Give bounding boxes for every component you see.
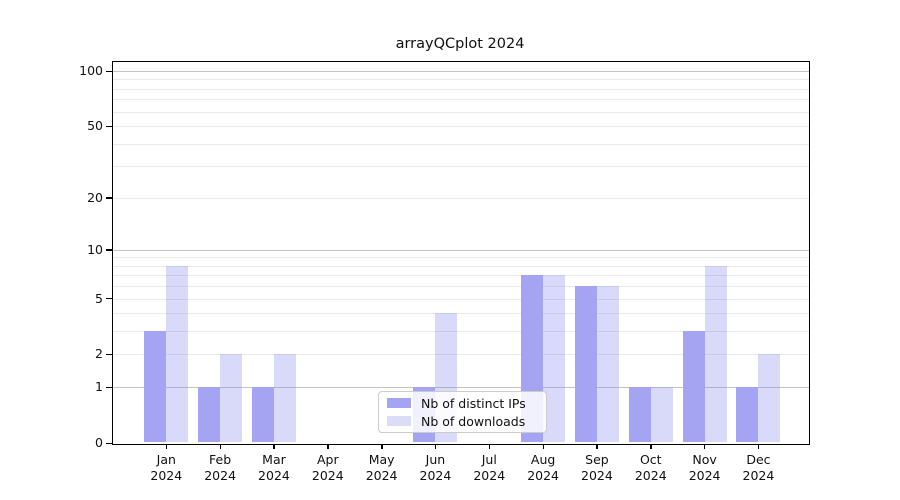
- plot-area: [112, 61, 810, 445]
- y-tick-mark: [106, 298, 112, 300]
- y-tick-label-0: 0: [95, 435, 103, 450]
- gridline-minor: [113, 88, 809, 90]
- bar-distinct-ips-dec: [736, 387, 759, 442]
- bar-distinct-ips-mar: [251, 387, 274, 442]
- x-tick-mark: [327, 444, 329, 449]
- x-tick-label-dec: Dec 2024: [742, 452, 775, 484]
- gridline-minor: [113, 257, 809, 259]
- y-tick-label-100: 100: [79, 63, 103, 79]
- bar-distinct-ips-jan: [144, 331, 167, 442]
- gridline-major: [113, 71, 809, 73]
- y-tick-mark: [106, 442, 112, 444]
- chart-title: arrayQCplot 2024: [395, 36, 525, 52]
- bar-downloads-oct: [650, 387, 673, 442]
- gridline-minor: [113, 265, 809, 267]
- bar-downloads-aug: [543, 275, 566, 442]
- x-tick-mark: [165, 444, 168, 449]
- y-tick-label-50: 50: [87, 118, 103, 134]
- x-tick-mark: [434, 444, 437, 449]
- x-tick-label-oct: Oct 2024: [634, 452, 667, 484]
- y-tick-mark: [106, 386, 112, 389]
- legend-label-distinct-ips: Nb of distinct IPs: [421, 395, 526, 411]
- gridline-minor: [113, 166, 809, 168]
- grid-layer: [113, 62, 809, 444]
- x-tick-mark: [219, 444, 222, 449]
- y-tick-mark: [106, 70, 112, 72]
- gridline-minor: [113, 143, 809, 145]
- bar-downloads-dec: [758, 354, 781, 442]
- gridline-minor: [113, 354, 809, 356]
- x-tick-label-sep: Sep 2024: [581, 452, 613, 484]
- legend-label-downloads: Nb of downloads: [421, 413, 526, 429]
- x-tick-label-apr: Apr 2024: [311, 452, 344, 484]
- x-tick-label-aug: Aug 2024: [527, 452, 560, 484]
- x-tick-mark: [273, 444, 275, 449]
- bar-downloads-mar: [273, 354, 296, 442]
- y-tick-label-1: 1: [95, 379, 103, 395]
- bar-distinct-ips-sep: [574, 286, 597, 442]
- x-tick-mark: [542, 444, 544, 449]
- x-tick-mark: [650, 444, 652, 449]
- bar-downloads-feb: [220, 354, 243, 442]
- gridline-minor: [113, 286, 809, 288]
- x-tick-mark: [596, 444, 598, 449]
- gridline-minor: [113, 331, 809, 333]
- x-tick-label-nov: Nov 2024: [688, 452, 721, 484]
- x-tick-mark: [488, 444, 491, 449]
- legend-swatch-downloads: [387, 416, 411, 426]
- gridline-major: [113, 387, 809, 389]
- y-tick-mark: [106, 125, 112, 127]
- gridline-minor: [113, 99, 809, 101]
- x-tick-label-mar: Mar 2024: [258, 452, 290, 484]
- gridline-minor: [113, 111, 809, 113]
- gridline-minor: [113, 126, 809, 128]
- gridline-minor: [113, 197, 809, 199]
- bar-downloads-nov: [704, 265, 727, 442]
- x-tick-label-jul: Jul 2024: [473, 452, 506, 484]
- y-tick-label-10: 10: [87, 241, 103, 257]
- gridline-minor: [113, 79, 809, 81]
- x-tick-label-feb: Feb 2024: [204, 452, 237, 484]
- bar-downloads-sep: [596, 286, 619, 442]
- y-tick-label-5: 5: [95, 290, 103, 306]
- bars-layer: [113, 62, 809, 444]
- bar-downloads-jan: [166, 265, 189, 442]
- x-tick-mark: [381, 444, 383, 449]
- x-tick-mark: [757, 444, 760, 449]
- bar-distinct-ips-feb: [198, 387, 221, 442]
- x-tick-label-jun: Jun 2024: [419, 452, 452, 484]
- bar-distinct-ips-nov: [682, 331, 705, 442]
- bar-distinct-ips-oct: [628, 387, 651, 442]
- gridline-minor: [113, 275, 809, 277]
- x-tick-label-may: May 2024: [365, 452, 398, 484]
- legend-swatch-distinct-ips: [387, 398, 411, 408]
- gridline-major: [113, 249, 809, 251]
- legend-item-downloads: Nb of downloads: [387, 414, 538, 429]
- y-tick-label-20: 20: [87, 189, 103, 205]
- gridline-minor: [113, 298, 809, 300]
- x-tick-label-jan: Jan 2024: [150, 452, 183, 484]
- legend: Nb of distinct IPs Nb of downloads: [378, 391, 547, 433]
- x-tick-mark: [704, 444, 706, 449]
- y-tick-mark: [106, 197, 112, 199]
- y-tick-mark: [106, 353, 112, 356]
- gridline-minor: [113, 313, 809, 315]
- y-tick-mark: [106, 249, 112, 251]
- legend-item-distinct-ips: Nb of distinct IPs: [387, 396, 538, 411]
- y-tick-label-2: 2: [95, 346, 103, 362]
